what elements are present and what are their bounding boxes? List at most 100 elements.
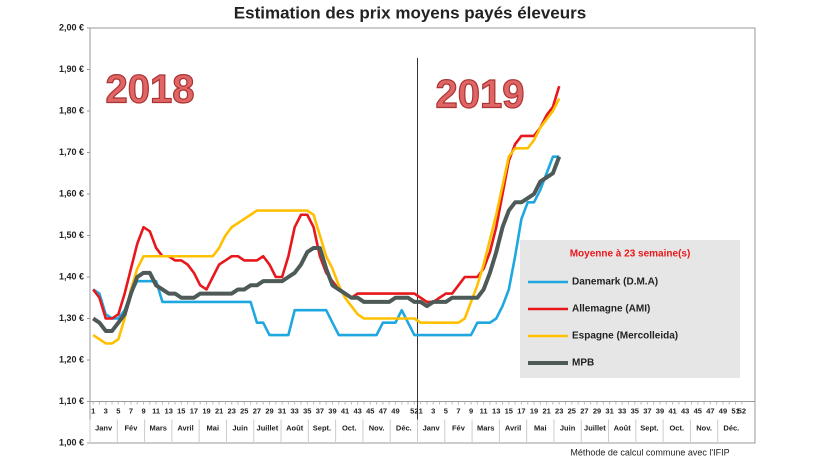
series-line (92, 97, 561, 345)
year-annotation: 2018 (106, 68, 195, 112)
legend-label: Danemark (D.M.A) (572, 277, 658, 288)
month-label: Juin (560, 423, 576, 432)
month-label: Déc. (723, 423, 739, 432)
x-tick-label: 21 (542, 406, 550, 415)
legend-label: Espagne (Mercolleida) (572, 331, 678, 342)
x-tick-label: 51 (731, 406, 739, 415)
series-line (92, 155, 560, 337)
x-tick-label: 45 (694, 406, 702, 415)
x-tick-label: 9 (469, 406, 473, 415)
x-tick-label: 39 (656, 406, 664, 415)
x-tick-label: 13 (492, 406, 500, 415)
x-tick-label: 35 (631, 406, 639, 415)
series-line (92, 85, 561, 320)
chart-title: Estimation des prix moyens payés éleveur… (234, 3, 586, 22)
x-tick-label: 25 (568, 406, 576, 415)
x-tick-label: 29 (593, 406, 601, 415)
x-tick-label: 43 (681, 406, 689, 415)
y-tick-label: 1,90 € (59, 64, 84, 74)
x-tick-label: 49 (391, 406, 399, 415)
x-tick-label: 27 (253, 406, 261, 415)
x-tick-label: 33 (618, 406, 626, 415)
x-tick-label: 19 (202, 406, 210, 415)
month-label: Fév (452, 423, 466, 432)
x-tick-label: 5 (116, 406, 120, 415)
month-label: Mai (534, 423, 547, 432)
y-tick-label: 2,00 € (59, 22, 84, 32)
month-label: Oct. (342, 423, 357, 432)
month-label: Juillet (584, 423, 606, 432)
month-label: Déc. (396, 423, 412, 432)
x-tick-label: 37 (643, 406, 651, 415)
y-tick-label: 1,70 € (59, 147, 84, 157)
x-tick-label: 17 (517, 406, 525, 415)
x-tick-label: 52 (738, 406, 746, 415)
x-tick-label: 35 (303, 406, 311, 415)
series-line (92, 155, 562, 333)
x-tick-label: 41 (341, 406, 349, 415)
x-tick-label: 15 (505, 406, 513, 415)
month-label: Sept. (640, 423, 658, 432)
month-label: Janv (95, 423, 113, 432)
legend-label: Allemagne (AMI) (572, 304, 650, 315)
x-tick-label: 43 (353, 406, 361, 415)
x-tick-label: 3 (431, 406, 435, 415)
x-tick-label: 15 (177, 406, 185, 415)
x-tick-label: 3 (104, 406, 108, 415)
legend: Moyenne à 23 semaine(s) Danemark (D.M.A) A… (520, 240, 740, 378)
x-tick-label: 33 (291, 406, 299, 415)
x-tick-label: 25 (240, 406, 248, 415)
legend-label: MPB (572, 358, 594, 369)
x-tick-label: 27 (580, 406, 588, 415)
x-tick-label: 29 (265, 406, 273, 415)
x-tick-label: 41 (668, 406, 676, 415)
month-label: Avril (505, 423, 521, 432)
year-annotation: 2019 (436, 73, 525, 117)
month-label: Sept. (313, 423, 331, 432)
x-tick-label: 17 (190, 406, 198, 415)
month-label: Nov. (696, 423, 712, 432)
month-label: Mai (207, 423, 220, 432)
x-tick-label: 1 (91, 406, 95, 415)
month-label: Juin (232, 423, 248, 432)
x-tick-label: 5 (444, 406, 448, 415)
x-tick-label: 47 (706, 406, 714, 415)
legend-title: Moyenne à 23 semaine(s) (570, 249, 691, 260)
footnote: Méthode de calcul commune avec l'IFIP (570, 447, 729, 457)
month-label: Nov. (369, 423, 385, 432)
x-tick-label: 23 (228, 406, 236, 415)
y-tick-label: 1,50 € (59, 230, 84, 240)
x-tick-label: 9 (141, 406, 145, 415)
month-label: Août (286, 423, 304, 432)
x-tick-label: 1 (419, 406, 423, 415)
x-tick-label: 31 (605, 406, 613, 415)
month-label: Juillet (257, 423, 279, 432)
x-tick-label: 37 (316, 406, 324, 415)
x-tick-label: 19 (530, 406, 538, 415)
y-tick-label: 1,00 € (59, 437, 84, 447)
month-label: Mars (477, 423, 495, 432)
x-tick-label: 7 (129, 406, 133, 415)
x-tick-label: 11 (152, 406, 160, 415)
y-tick-label: 1,60 € (59, 188, 84, 198)
x-tick-label: 31 (278, 406, 286, 415)
x-tick-label: 7 (456, 406, 460, 415)
y-tick-label: 1,20 € (59, 354, 84, 364)
x-tick-label: 21 (215, 406, 223, 415)
x-tick-label: 49 (719, 406, 727, 415)
x-tick-label: 11 (480, 406, 488, 415)
month-label: Août (614, 423, 632, 432)
month-label: Avril (177, 423, 193, 432)
y-tick-label: 1,40 € (59, 271, 84, 281)
month-label: Fév (124, 423, 138, 432)
y-tick-label: 1,30 € (59, 313, 84, 323)
x-tick-label: 45 (366, 406, 374, 415)
x-tick-label: 52 (410, 406, 418, 415)
x-tick-label: 39 (328, 406, 336, 415)
x-tick-label: 47 (379, 406, 387, 415)
x-tick-label: 13 (165, 406, 173, 415)
month-label: Mars (149, 423, 167, 432)
x-tick-label: 23 (555, 406, 563, 415)
month-label: Janv (423, 423, 441, 432)
